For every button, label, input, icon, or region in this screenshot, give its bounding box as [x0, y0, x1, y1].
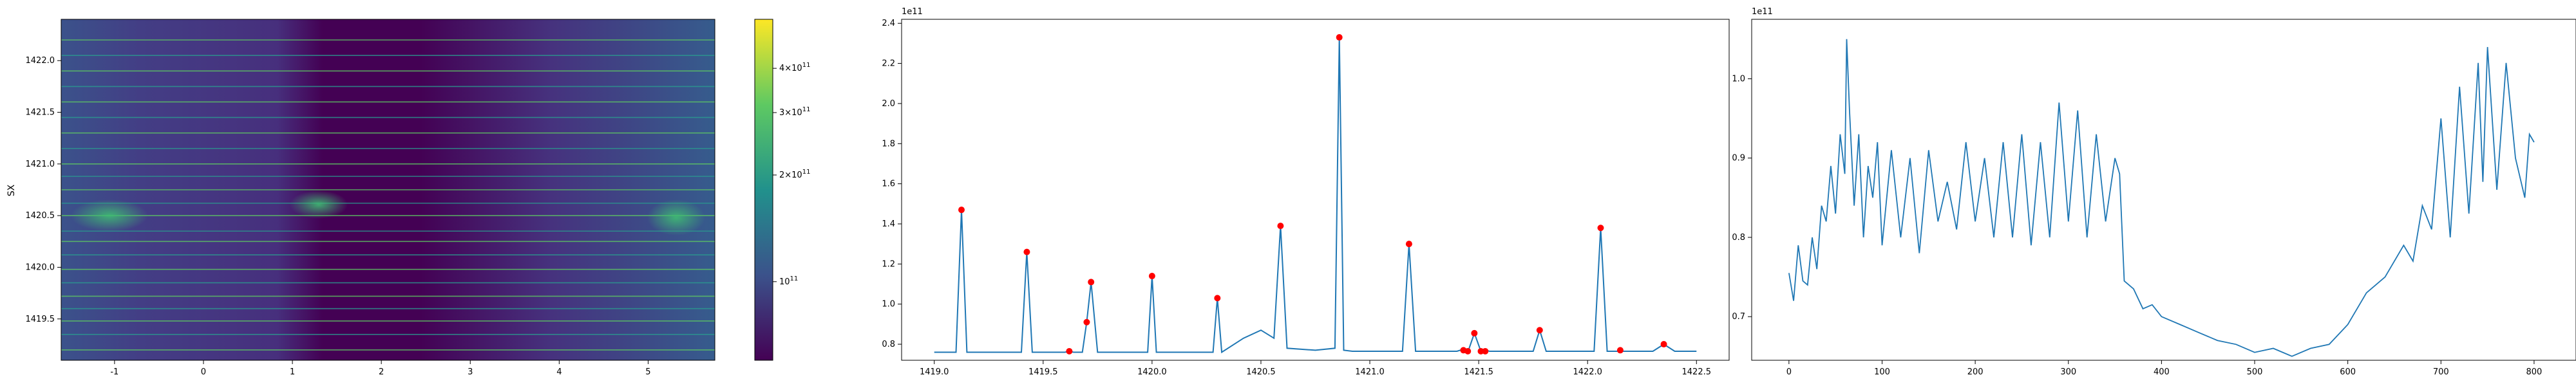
peak-marker [1148, 273, 1155, 280]
heatmap-blob-left [71, 199, 148, 232]
peak-line-y-tick-label: 1.8 [882, 139, 895, 149]
peak-line-x-tick-label: 1419.0 [920, 367, 949, 377]
heatmap-panel: -1 0 1 2 3 4 5 1419.51420.01420.51421.01421.51… [6, 19, 810, 377]
peak-marker [1405, 241, 1412, 248]
peak-line-y-tick-label: 1.2 [882, 259, 895, 269]
series-y-tick-label: 1.0 [1732, 74, 1745, 84]
peak-marker [1482, 347, 1489, 354]
series-x-tick-label: 0 [1786, 367, 1792, 377]
series-y-tick-label: 0.9 [1732, 154, 1745, 163]
peak-line-x-tick-label: 1419.5 [1028, 367, 1058, 377]
peak-line-y-tick-label: 2.2 [882, 59, 895, 69]
heatmap-blob-right [647, 199, 705, 235]
series-frame [1751, 19, 2576, 361]
peak-marker [1464, 347, 1472, 354]
series-y-axis: 0.7 0.8 0.9 1.0 [1732, 74, 1752, 322]
peak-marker [1066, 347, 1073, 354]
peak-line-panel: 1e11 1419.0 1419.5 1420.0 1420.5 1421.0 1421.… [882, 7, 1730, 377]
series-x-tick-label: 100 [1874, 367, 1890, 377]
heatmap-y-tick-label: 1420.0 [26, 262, 55, 272]
heatmap-horizontal-lines [61, 39, 715, 351]
series-panel: 1e11 0 100 200 300 400 500 600 700 800 0.7 0.8 0.9… [1732, 7, 2576, 377]
series-y-tick-label: 0.7 [1732, 312, 1745, 322]
peak-line-x-tick-label: 1421.5 [1464, 367, 1493, 377]
peak-marker [1088, 279, 1095, 286]
peak-line-series [934, 37, 1697, 354]
peak-marker [1023, 248, 1030, 255]
peak-marker [958, 207, 965, 214]
heatmap-y-tick-label: 1420.5 [26, 211, 55, 221]
peak-marker [1536, 327, 1543, 334]
peak-line-offset-text: 1e11 [902, 7, 923, 17]
peak-line-y-axis: 0.8 1.0 1.2 1.4 1.6 1.8 2.0 2.2 2.4 [882, 19, 902, 349]
colorbar-tick-label: 1011 [779, 275, 798, 287]
colorbar-tick-label: 3×1011 [779, 106, 810, 118]
peak-line-x-tick-label: 1420.0 [1137, 367, 1167, 377]
peak-line-x-tick-label: 1421.0 [1355, 367, 1385, 377]
peak-line-x-tick-label: 1420.5 [1246, 367, 1276, 377]
peak-line-frame [901, 19, 1730, 361]
peak-line-y-tick-label: 1.4 [882, 219, 895, 229]
heatmap-x-tick-label: 5 [645, 367, 650, 377]
peak-line-y-tick-label: 2.0 [882, 99, 895, 109]
heatmap-y-axis: 1419.5 1420.0 1420.5 1421.0 1421.5 1422.0 [26, 56, 61, 324]
peak-marker [1597, 225, 1604, 232]
series-x-tick-label: 300 [2060, 367, 2076, 377]
series-x-tick-label: 700 [2433, 367, 2449, 377]
peak-marker [1336, 34, 1343, 41]
series-offset-text: 1e11 [1752, 7, 1773, 17]
heatmap-blob-mid [290, 190, 348, 219]
series-x-tick-label: 500 [2247, 367, 2263, 377]
peak-marker [1616, 347, 1624, 354]
series-x-axis: 0 100 200 300 400 500 600 700 800 [1786, 360, 2543, 377]
peak-marker [1277, 223, 1284, 230]
heatmap-y-label: SX [6, 184, 17, 196]
series-x-tick-label: 800 [2526, 367, 2543, 377]
peak-line-x-tick-label: 1422.5 [1682, 367, 1712, 377]
peak-marker [1214, 295, 1221, 302]
series-line [1788, 39, 2535, 357]
series-x-tick-label: 200 [1967, 367, 1984, 377]
heatmap-frame [61, 19, 715, 361]
heatmap-y-tick-label: 1421.5 [26, 108, 55, 118]
heatmap-x-tick-label: 2 [379, 367, 384, 377]
heatmap-x-tick-label: -1 [110, 367, 118, 377]
peak-line-x-axis: 1419.0 1419.5 1420.0 1420.5 1421.0 1421.5 1422… [920, 360, 1711, 377]
heatmap-y-tick-label: 1422.0 [26, 56, 55, 66]
peak-marker [1471, 329, 1478, 336]
colorbar-ticks: 1011 2×1011 3×1011 4×1011 [773, 62, 810, 287]
series-y-tick-label: 0.8 [1732, 233, 1745, 243]
peak-line-x-tick-label: 1422.0 [1573, 367, 1602, 377]
colorbar-tick-label: 2×1011 [779, 169, 810, 180]
peak-line-y-tick-label: 1.0 [882, 300, 895, 309]
peak-line-y-tick-label: 2.4 [882, 19, 895, 28]
heatmap-y-tick-label: 1421.0 [26, 160, 55, 169]
colorbar-tick-label: 4×1011 [779, 62, 810, 73]
heatmap-x-tick-label: 1 [290, 367, 295, 377]
peak-markers [958, 34, 1667, 354]
peak-marker [1660, 341, 1667, 348]
peak-line-y-tick-label: 1.6 [882, 179, 895, 189]
peak-marker [1083, 318, 1090, 326]
heatmap-x-tick-label: 0 [201, 367, 206, 377]
series-x-tick-label: 600 [2340, 367, 2356, 377]
heatmap-x-tick-label: 4 [556, 367, 562, 377]
heatmap-x-axis: -1 0 1 2 3 4 5 [110, 360, 651, 377]
heatmap-y-tick-label: 1419.5 [26, 315, 55, 324]
heatmap-x-tick-label: 3 [468, 367, 473, 377]
peak-line-y-tick-label: 0.8 [882, 340, 895, 349]
colorbar [754, 19, 773, 361]
series-x-tick-label: 400 [2154, 367, 2170, 377]
